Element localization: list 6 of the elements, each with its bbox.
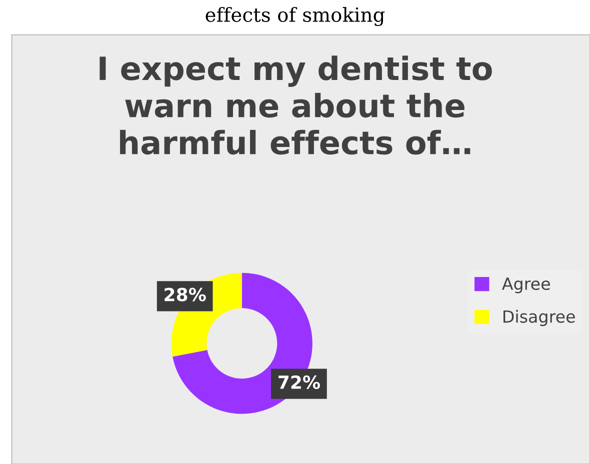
text: effects of smoking — [206, 6, 385, 26]
data-label: 72% — [278, 375, 320, 390]
legend-label: Disagree — [504, 310, 575, 326]
legend-label: Agree — [502, 278, 550, 294]
chart-title: I expect my dentist to warn me about the harmful effects of… — [100, 56, 492, 155]
data-label: 28% — [164, 288, 206, 302]
